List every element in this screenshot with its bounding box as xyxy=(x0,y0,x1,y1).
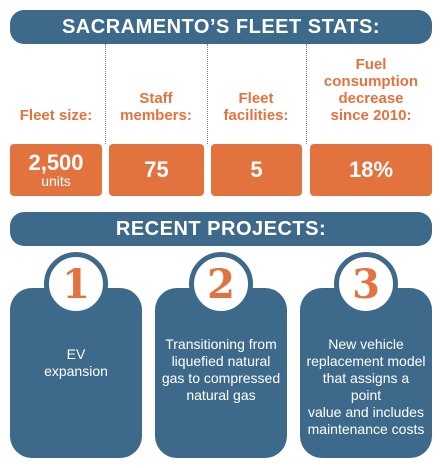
project-text-line: value and includes xyxy=(308,404,424,420)
stat-value: 18% xyxy=(348,157,394,182)
project-number: 3 xyxy=(352,260,380,308)
project-number: 2 xyxy=(207,260,235,308)
stat-label-line: consumption xyxy=(323,73,419,90)
stat-box-staff: 75 xyxy=(109,144,204,196)
fleet-stats-title: SACRAMENTO’S FLEET STATS: xyxy=(61,15,381,38)
recent-projects-banner: RECENT PROJECTS: xyxy=(10,212,432,246)
project-text-line: replacement model xyxy=(306,353,426,369)
column-divider xyxy=(306,44,307,144)
stat-box-fleet-size: 2,500 units xyxy=(10,144,102,196)
stat-label-fuel: Fuel consumption decrease since 2010: xyxy=(310,44,432,126)
project-number-badge-2: 2 xyxy=(189,252,253,316)
recent-projects-title: RECENT PROJECTS: xyxy=(115,217,327,240)
stat-label-facilities: Fleet facilities: xyxy=(210,44,302,126)
project-text-line: natural gas xyxy=(186,387,256,403)
project-text-line: liquefied natural xyxy=(171,353,271,369)
stat-label-line: since 2010: xyxy=(330,107,412,124)
stat-unit: units xyxy=(41,172,71,189)
stat-box-fuel: 18% xyxy=(310,144,432,196)
project-text-line: that assigns a point xyxy=(322,370,410,403)
stat-value: 2,500 xyxy=(28,149,84,175)
project-text-line: EV xyxy=(66,346,86,362)
stat-label-line: Staff xyxy=(139,90,173,107)
stat-box-facilities: 5 xyxy=(211,144,302,196)
stat-label-line: decrease xyxy=(338,90,404,107)
stat-label-line: Fleet xyxy=(238,90,274,107)
column-divider xyxy=(207,44,208,144)
column-divider xyxy=(105,44,106,144)
stat-label-line: members: xyxy=(120,107,192,124)
project-text-line: maintenance costs xyxy=(307,421,425,437)
project-text-line: gas to compressed xyxy=(161,370,281,386)
stat-value: 5 xyxy=(250,157,263,182)
stat-label-staff: Staff members: xyxy=(108,44,204,126)
project-number-badge-3: 3 xyxy=(334,252,398,316)
project-number-badge-1: 1 xyxy=(44,252,108,316)
project-text-line: expansion xyxy=(44,363,108,379)
stat-value: 75 xyxy=(144,157,169,182)
stat-label-fleet-size: Fleet size: xyxy=(10,44,102,126)
stat-label-line: Fuel xyxy=(355,56,387,73)
project-text-line: New vehicle xyxy=(328,336,404,352)
stat-label-line: Fleet size: xyxy=(19,107,93,124)
project-card-1: EV expansion xyxy=(10,288,142,458)
project-text-line: Transitioning from xyxy=(165,336,277,352)
project-card-3: New vehicle replacement model that assig… xyxy=(300,288,432,458)
project-number: 1 xyxy=(62,260,90,308)
fleet-stats-banner: SACRAMENTO’S FLEET STATS: xyxy=(10,10,432,44)
stat-label-line: facilities: xyxy=(223,107,289,124)
project-card-2: Transitioning from liquefied natural gas… xyxy=(155,288,287,458)
